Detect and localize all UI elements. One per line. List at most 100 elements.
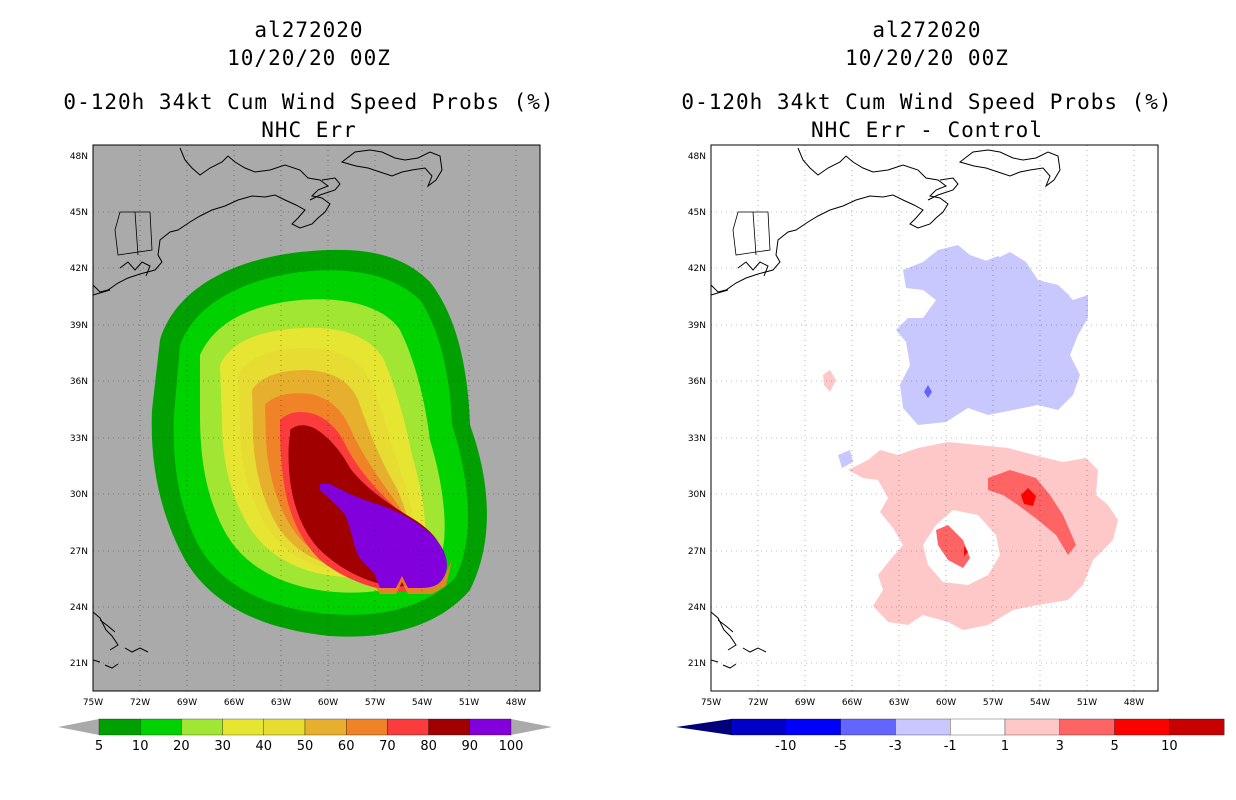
left-storm-id: al272020 [254,18,364,42]
left-grid [93,145,540,691]
left-colorbar-label: 60 [338,739,355,754]
right-colorbar-label: 10 [1161,739,1178,754]
lon-label: 63W [271,698,291,708]
right-colorbar-label: -1 [944,739,957,754]
lon-label: 60W [318,698,338,708]
lon-label: 51W [459,698,479,708]
left-colorbar-label: 5 [95,739,103,754]
right-colorbar-label: 1 [1001,739,1009,754]
right-lat-ticks: 48N 45N 42N 39N 36N 33N 30N 27N 24N 21N [688,152,706,669]
lat-label: 33N [688,434,706,444]
lon-label: 66W [224,698,244,708]
right-colorbar-label: 3 [1056,739,1064,754]
left-colorbar-swatch [140,718,182,736]
lon-label: 75W [701,698,721,708]
left-coastlines [92,147,443,669]
left-lat-ticks: 48N 45N 42N 39N 36N 33N 30N 27N 24N 21N [70,152,88,669]
left-colorbar-swatch [428,718,470,736]
left-colorbar-swatch [387,718,429,736]
left-colorbar-label: 50 [297,739,314,754]
left-colorbar-label: 100 [499,739,524,754]
left-colorbar-label: 90 [462,739,479,754]
left-colorbar-swatch [263,718,306,736]
left-colorbar-swatch [181,718,223,736]
left-datetime: 10/20/20 00Z [227,46,391,70]
lat-label: 39N [70,321,88,331]
right-colorbar-swatch [1114,718,1170,736]
lat-label: 48N [70,152,88,162]
left-probability-contours [151,249,487,637]
lat-label: 30N [688,490,706,500]
right-coastlines [710,147,1061,669]
left-colorbar: 5 10 20 30 40 50 60 70 80 90 100 [58,718,552,754]
lon-label: 51W [1077,698,1097,708]
lon-label: 54W [412,698,432,708]
lon-label: 60W [936,698,956,708]
right-lon-ticks: 75W 72W 69W 66W 63W 60W 57W 54W 51W 48W [701,698,1144,708]
left-colorbar-swatch [222,718,264,736]
right-colorbar-label: 5 [1110,739,1118,754]
lat-label: 36N [70,377,88,387]
right-colorbar-swatch [840,718,896,736]
left-colorbar-label: 70 [379,739,396,754]
lat-label: 42N [688,264,706,274]
lon-label: 57W [365,698,385,708]
right-storm-id: al272020 [872,18,982,42]
lat-label: 21N [688,659,706,669]
left-map-frame [92,144,541,692]
lon-label: 72W [130,698,150,708]
lon-label: 69W [795,698,815,708]
lon-label: 72W [748,698,768,708]
lon-label: 63W [889,698,909,708]
left-colorbar-label: 30 [214,739,231,754]
lon-label: 48W [506,698,526,708]
left-colorbar-label: 80 [420,739,437,754]
right-subtitle: NHC Err - Control [811,118,1043,142]
lat-label: 30N [70,490,88,500]
lat-label: 45N [70,208,88,218]
left-colorbar-swatch [304,718,347,736]
left-lon-ticks: 75W 72W 69W 66W 63W 60W 57W 54W 51W 48W [83,698,526,708]
lat-label: 42N [70,264,88,274]
right-grid [711,145,1158,691]
lat-label: 33N [70,434,88,444]
left-colorbar-swatch [346,718,388,736]
lat-label: 24N [70,603,88,613]
left-colorbar-label: 20 [173,739,190,754]
left-colorbar-high-arrow [511,719,552,735]
lat-label: 36N [688,377,706,387]
lon-label: 69W [177,698,197,708]
right-colorbar-label: -10 [775,739,796,754]
right-colorbar-swatch [1004,718,1060,736]
left-subtitle: NHC Err [261,118,357,142]
left-colorbar-label: 40 [256,739,273,754]
lat-label: 27N [688,547,706,557]
right-colorbar-swatch [1059,718,1115,736]
left-colorbar-swatch [469,718,512,736]
lat-label: 21N [70,659,88,669]
right-datetime: 10/20/20 00Z [845,46,1009,70]
left-colorbar-swatch [98,718,141,736]
lat-label: 24N [688,603,706,613]
lat-label: 48N [688,152,706,162]
right-colorbar-swatch [895,718,951,736]
lon-label: 48W [1124,698,1144,708]
right-colorbar-swatch [1169,718,1225,736]
right-map: 48N 45N 42N 39N 36N 33N 30N 27N 24N 21N … [676,144,1225,754]
right-colorbar-label: -3 [889,739,902,754]
lat-label: 39N [688,321,706,331]
lat-label: 27N [70,547,88,557]
lon-label: 66W [842,698,862,708]
right-colorbar-swatch [730,718,786,736]
right-colorbar: -10 -5 -3 -1 1 3 5 10 [676,718,1225,754]
left-colorbar-low-arrow [58,719,99,735]
right-panel: al272020 10/20/20 00Z 0-120h 34kt Cum Wi… [618,0,1236,800]
lon-label: 75W [83,698,103,708]
right-colorbar-label: -5 [834,739,847,754]
right-map-frame [710,144,1159,692]
lon-label: 57W [983,698,1003,708]
right-colorbar-low-arrow [676,719,731,735]
left-panel: al272020 10/20/20 00Z 0-120h 34kt Cum Wi… [58,18,554,754]
right-colorbar-swatch [785,718,841,736]
left-colorbar-label: 10 [132,739,149,754]
